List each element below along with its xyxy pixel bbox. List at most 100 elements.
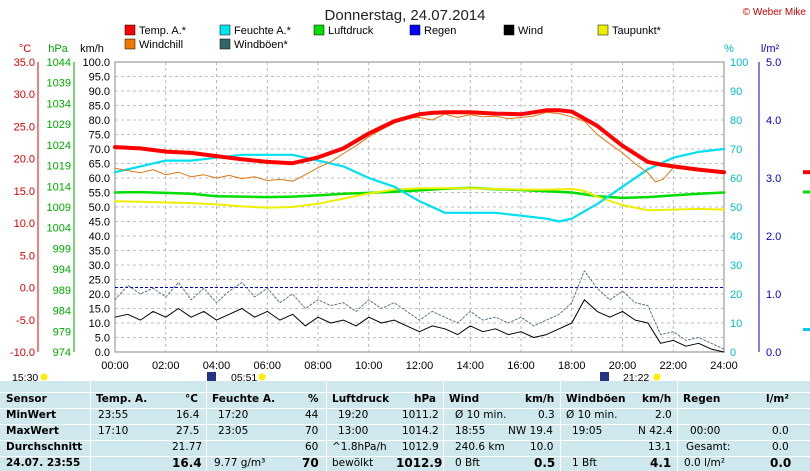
cur-wind-bft: 0 Bft	[455, 457, 480, 469]
pressure-tick-label: 1024	[47, 140, 71, 152]
rain-tick-label: 1.0	[766, 289, 781, 301]
temp-tick-label: -10.0	[10, 347, 35, 359]
legend-swatch-0	[124, 24, 136, 36]
pressure-tick-label: 1044	[47, 57, 71, 69]
cur-humidity-value: 70	[302, 456, 319, 470]
hdr-gust: Windböen	[566, 393, 626, 405]
wind-tick-label: 20.0	[89, 289, 110, 301]
humidity-tick-label: 30	[730, 260, 742, 272]
rain-tick-label: 3.0	[766, 173, 781, 185]
cur-gust-value: 4.1	[650, 456, 672, 470]
pressure-tick-label: 1019	[47, 161, 71, 173]
wind-distance: 240.6 km	[455, 441, 505, 453]
x-tick-label: 08:00	[304, 360, 332, 372]
temp-tick-label: 20.0	[14, 154, 35, 166]
hdr-wind: Wind	[449, 393, 480, 405]
pressure-trend: ^1.8hPa/h	[332, 441, 387, 453]
sunset-icon	[600, 372, 609, 381]
hdr-pressure-unit: hPa	[414, 393, 436, 405]
humidity-tick-label: 50	[730, 202, 742, 214]
series-line-tempa	[113, 108, 726, 175]
rain-tick-label: 5.0	[766, 57, 781, 69]
cur-wind-value: 0.5	[534, 456, 556, 470]
x-tick-label: 16:00	[507, 360, 535, 372]
avg-wind-value: 10.0	[530, 441, 554, 453]
legend-label-6: Windchill	[139, 39, 183, 51]
rain-total-label: Gesamt:	[686, 441, 731, 453]
temp-tick-label: 10.0	[14, 218, 35, 230]
series-line-windchill	[114, 111, 725, 183]
hdr-rain: Regen	[683, 393, 721, 405]
temp-edge-marker	[803, 170, 810, 175]
legend-swatch-2	[313, 24, 325, 36]
wind-tick-label: 30.0	[89, 260, 110, 272]
legend-swatch-1	[219, 24, 231, 36]
rain-tick-label: 4.0	[766, 115, 781, 127]
pressure-axis-unit: hPa	[48, 43, 68, 55]
pressure-tick-label: 984	[53, 306, 71, 318]
sunrise-sun-icon	[258, 373, 266, 381]
summary-table: Sensor Temp. A. °C Feuchte A. % Luftdruc…	[0, 381, 810, 471]
humidity-tick-label: 10	[730, 318, 742, 330]
min-humidity-value: 44	[305, 409, 319, 421]
max-pressure-time: 13:00	[338, 425, 369, 437]
x-tick-label: 10:00	[355, 360, 383, 372]
series-line-taupunkt	[114, 187, 725, 212]
pressure-tick-label: 979	[53, 326, 71, 338]
x-tick-label: 24:00	[710, 360, 738, 372]
max-gust-time: 19:05	[572, 425, 603, 437]
pressure-tick-label: 974	[53, 347, 71, 359]
humidity-tick-label: 100	[730, 57, 748, 69]
sunrise-time: 05:51	[231, 372, 257, 381]
rain-tick-label: 2.0	[766, 231, 781, 243]
sunset-sun-icon	[653, 373, 661, 381]
hdr-wind-unit: km/h	[525, 393, 555, 405]
wind-tick-label: 65.0	[89, 159, 110, 171]
wind-tick-label: 95.0	[89, 72, 110, 84]
legend-label-4: Wind	[518, 25, 543, 37]
cur-weather: bewölkt	[332, 457, 374, 469]
sunset-time: 21:22	[623, 372, 649, 381]
humidity-tick-label: 80	[730, 115, 742, 127]
wind-tick-label: 40.0	[89, 231, 110, 243]
wind-tick-label: 55.0	[89, 188, 110, 200]
wind-tick-label: 75.0	[89, 130, 110, 142]
humidity-tick-label: 40	[730, 231, 742, 243]
min-wind-label: Ø 10 min.	[455, 409, 507, 421]
timestamp-label: 15:30	[12, 372, 38, 381]
max-wind-value: NW 19.4	[508, 425, 553, 437]
max-rain-time: 00:00	[690, 425, 721, 437]
min-gust-value: 2.0	[655, 409, 672, 421]
legend-label-3: Regen	[424, 25, 456, 37]
max-humidity-time: 23:05	[218, 425, 249, 437]
legend-label-2: Luftdruck	[328, 25, 374, 37]
wind-tick-label: 80.0	[89, 115, 110, 127]
hdr-temp-unit: °C	[185, 393, 198, 405]
hdr-gust-unit: km/h	[642, 393, 672, 405]
legend-label-0: Temp. A.*	[139, 25, 187, 37]
avg-humidity-value: 60	[305, 441, 319, 453]
temp-tick-label: 15.0	[14, 186, 35, 198]
pressure-tick-label: 1029	[47, 119, 71, 131]
legend-label-7: Windböen*	[234, 39, 289, 51]
min-pressure-time: 19:20	[338, 409, 369, 421]
x-tick-label: 06:00	[253, 360, 281, 372]
wind-tick-label: 10.0	[89, 318, 110, 330]
humidity-tick-label: 60	[730, 173, 742, 185]
hdr-humidity-unit: %	[308, 393, 319, 405]
wind-tick-label: 90.0	[89, 86, 110, 98]
max-gust-value: N 42.4	[638, 425, 673, 437]
legend-swatch-4	[503, 24, 515, 36]
legend-swatch-7	[219, 38, 231, 50]
rain-axis-unit: l/m²	[761, 43, 780, 55]
pressure-tick-label: 989	[53, 285, 71, 297]
min-gust-label: Ø 10 min.	[566, 409, 618, 421]
hdr-humidity: Feuchte A.	[212, 393, 276, 405]
x-tick-label: 14:00	[456, 360, 484, 372]
min-temp-value: 16.4	[176, 409, 200, 421]
x-tick-label: 00:00	[101, 360, 129, 372]
rain-tick-label: 0.0	[766, 347, 781, 359]
cur-rain-rate: 0.0 l/m²	[684, 457, 725, 469]
pressure-tick-label: 999	[53, 243, 71, 255]
x-tick-label: 20:00	[609, 360, 637, 372]
